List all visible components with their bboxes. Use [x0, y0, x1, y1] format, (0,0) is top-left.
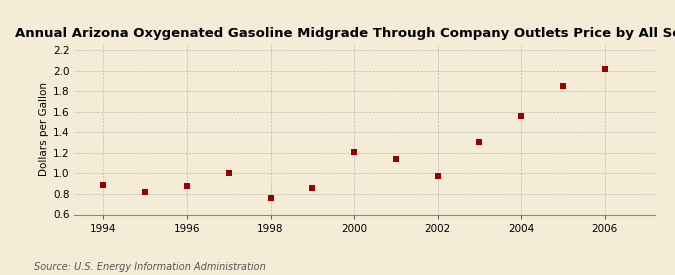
Point: [558, 84, 568, 88]
Point: [390, 157, 401, 161]
Y-axis label: Dollars per Gallon: Dollars per Gallon: [38, 82, 49, 176]
Point: [307, 186, 318, 190]
Point: [223, 171, 234, 176]
Point: [432, 174, 443, 179]
Point: [474, 139, 485, 144]
Point: [516, 114, 526, 118]
Point: [265, 196, 276, 200]
Point: [349, 150, 360, 154]
Title: Annual Arizona Oxygenated Gasoline Midgrade Through Company Outlets Price by All: Annual Arizona Oxygenated Gasoline Midgr…: [15, 27, 675, 40]
Point: [140, 190, 151, 194]
Point: [98, 183, 109, 187]
Point: [599, 67, 610, 71]
Text: Source: U.S. Energy Information Administration: Source: U.S. Energy Information Administ…: [34, 262, 265, 272]
Point: [182, 183, 192, 188]
